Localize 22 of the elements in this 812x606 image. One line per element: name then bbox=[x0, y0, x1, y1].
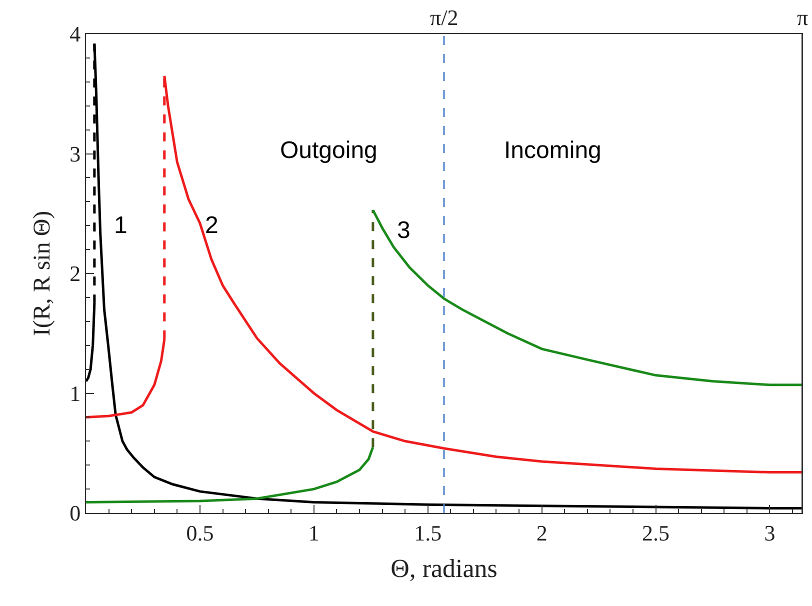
x-tick-label: 3 bbox=[764, 520, 776, 546]
x-tick-label: 2 bbox=[536, 520, 548, 546]
x-tick-label: 0.5 bbox=[186, 520, 214, 546]
y-tick-label: 4 bbox=[70, 22, 81, 47]
y-tick-label: 0 bbox=[70, 500, 81, 526]
y-tick-label: 3 bbox=[70, 141, 81, 166]
y-tick-label: 2 bbox=[70, 261, 81, 286]
annotation: 2 bbox=[205, 212, 218, 239]
x2-tick-label: π bbox=[797, 5, 808, 30]
x-tick-label: 1 bbox=[308, 520, 320, 546]
x-axis-title: Θ, radians bbox=[390, 554, 498, 584]
y-tick-label: 1 bbox=[70, 380, 81, 406]
annotation: Incoming bbox=[504, 137, 602, 164]
x-tick-label: 1.5 bbox=[414, 520, 442, 546]
line-series bbox=[372, 208, 802, 386]
x2-tick-label: π/2 bbox=[430, 5, 458, 30]
line-series bbox=[86, 446, 374, 504]
x-tick-label: 2.5 bbox=[642, 520, 670, 546]
annotation: 3 bbox=[397, 217, 410, 244]
annotation: 1 bbox=[114, 212, 128, 239]
y-axis-title: I(R, R sin Θ) bbox=[30, 210, 56, 336]
annotation: Outgoing bbox=[280, 137, 378, 164]
